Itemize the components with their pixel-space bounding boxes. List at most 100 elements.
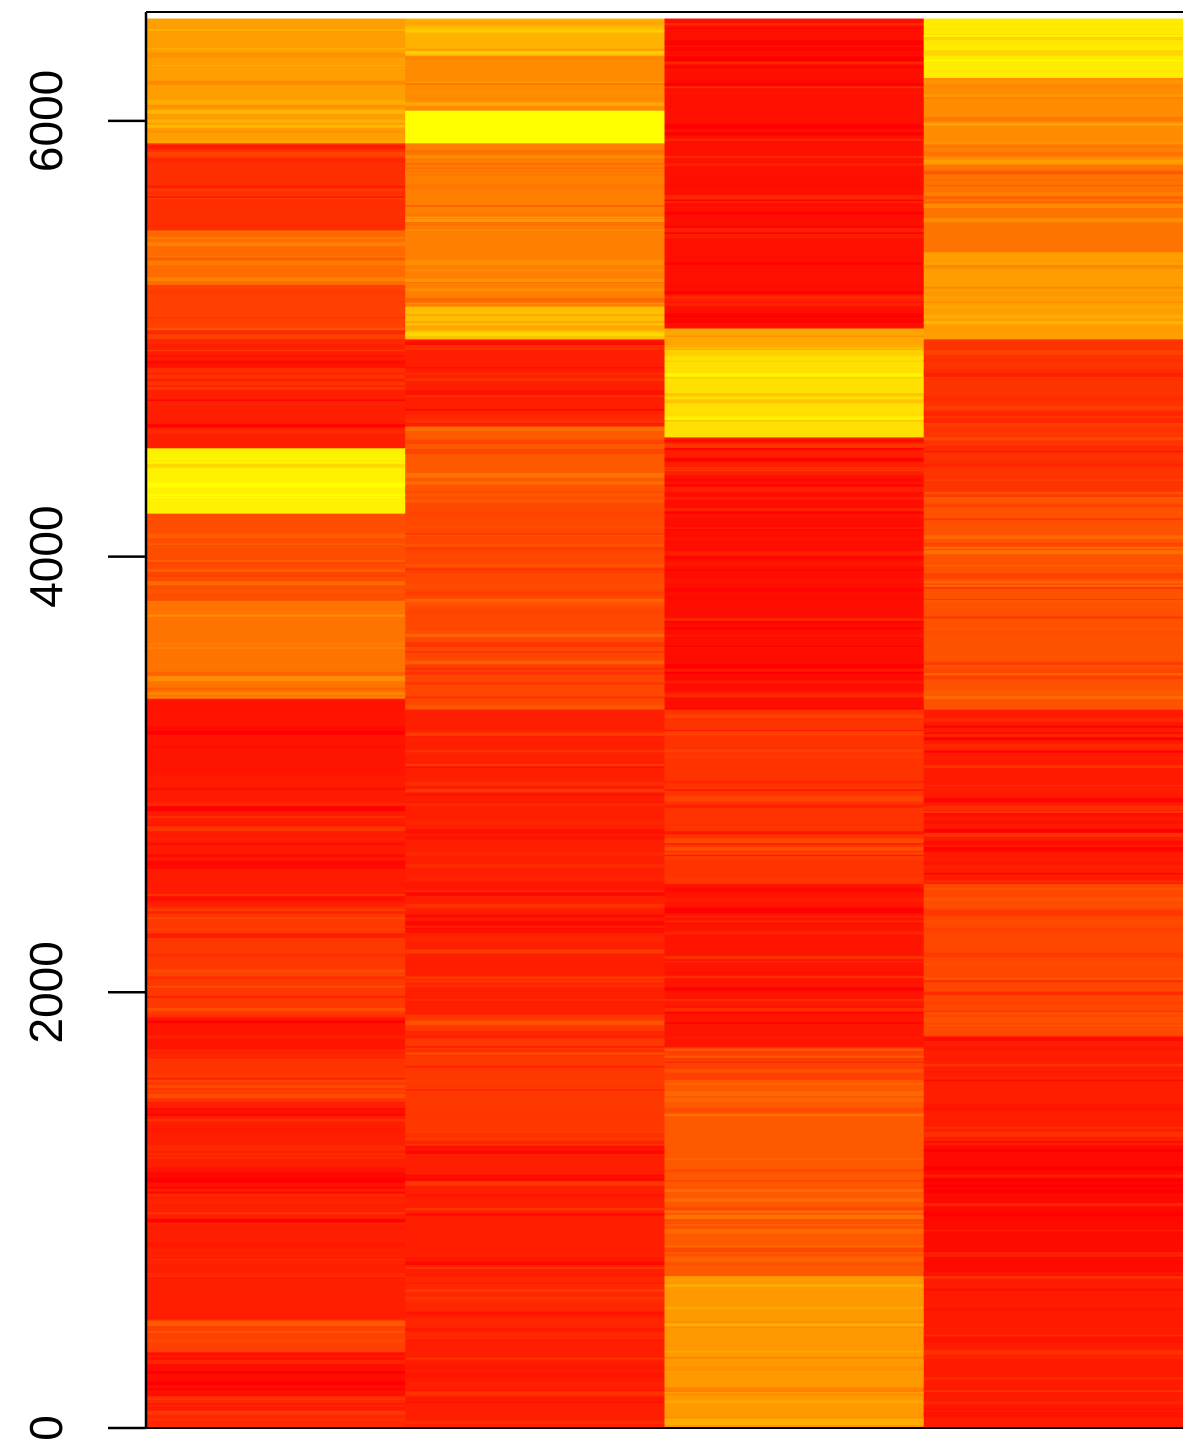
heatmap-streak — [405, 1397, 666, 1401]
heatmap-streak — [664, 1387, 925, 1393]
heatmap-streak — [146, 816, 406, 819]
heatmap-streak — [664, 123, 925, 129]
heatmap-streak — [146, 1153, 406, 1156]
heatmap-streak — [923, 55, 1183, 58]
heatmap-streak — [405, 1176, 666, 1180]
heatmap-streak — [664, 796, 925, 802]
heatmap-streak — [664, 588, 925, 592]
heatmap-streak — [405, 835, 666, 840]
heatmap-streak — [405, 1282, 666, 1284]
heatmap-streak — [405, 965, 666, 969]
heatmap-streak — [405, 803, 666, 806]
heatmap-streak — [664, 23, 925, 26]
heatmap-streak — [664, 754, 925, 759]
heatmap-streak — [923, 695, 1183, 700]
heatmap-streak — [146, 1089, 406, 1093]
heatmap-streak — [923, 743, 1183, 749]
heatmap-streak — [405, 927, 666, 931]
heatmap-streak — [664, 865, 925, 870]
heatmap-streak — [405, 602, 666, 607]
heatmap-streak — [405, 905, 666, 908]
heatmap-streak — [405, 630, 666, 636]
heatmap-streak — [405, 526, 666, 528]
heatmap-streak — [146, 1093, 406, 1099]
heatmap-streak — [405, 80, 666, 84]
heatmap-streak — [146, 190, 406, 192]
heatmap-streak — [405, 752, 666, 755]
heatmap-streak — [923, 305, 1183, 308]
heatmap-streak — [405, 546, 666, 551]
heatmap-streak — [664, 1107, 925, 1109]
heatmap-streak — [923, 887, 1183, 890]
heatmap-streak — [405, 221, 666, 226]
heatmap-streak — [405, 270, 666, 274]
heatmap-streak — [146, 340, 406, 345]
heatmap-streak — [664, 619, 925, 624]
heatmap-streak — [923, 675, 1183, 680]
heatmap-streak — [405, 1193, 666, 1196]
heatmap-streak — [146, 422, 406, 428]
heatmap-streak — [405, 156, 666, 159]
heatmap-cell-col1-band14 — [146, 447, 406, 514]
heatmap-streak — [923, 464, 1183, 466]
heatmap-streak — [146, 1035, 406, 1039]
heatmap-cell-col2-band5 — [405, 709, 666, 1015]
heatmap-streak — [664, 1158, 925, 1160]
heatmap-streak — [664, 935, 925, 940]
heatmap-streak — [146, 1079, 406, 1083]
heatmap-streak — [923, 1079, 1183, 1082]
heatmap-streak — [405, 486, 666, 491]
heatmap-streak — [923, 1183, 1183, 1188]
heatmap-streak — [146, 429, 406, 434]
heatmap-streak — [664, 1198, 925, 1202]
heatmap-streak — [405, 50, 666, 55]
heatmap-streak — [923, 497, 1183, 499]
heatmap-cell-col1-band4 — [146, 1188, 406, 1320]
heatmap-streak — [146, 1273, 406, 1278]
heatmap-streak — [923, 797, 1183, 803]
heatmap-streak — [146, 290, 406, 295]
heatmap-streak — [146, 1331, 406, 1333]
heatmap-streak — [146, 242, 406, 247]
heatmap-streak — [146, 64, 406, 67]
heatmap-streak — [923, 1148, 1183, 1152]
heatmap-streak — [664, 155, 925, 159]
heatmap-streak — [664, 1001, 925, 1005]
heatmap-streak — [146, 811, 406, 813]
heatmap-streak — [923, 721, 1183, 726]
heatmap-streak — [664, 27, 925, 29]
heatmap-streak — [405, 1405, 666, 1408]
heatmap-streak — [146, 1192, 406, 1197]
heatmap-streak — [664, 1366, 925, 1372]
heatmap-streak — [664, 1400, 925, 1404]
heatmap-streak — [405, 1120, 666, 1124]
heatmap-streak — [923, 349, 1183, 355]
heatmap-streak — [146, 838, 406, 840]
heatmap-streak — [923, 952, 1183, 958]
heatmap-streak — [664, 961, 925, 963]
heatmap-streak — [664, 56, 925, 62]
heatmap-streak — [664, 920, 925, 923]
heatmap-streak — [664, 200, 925, 202]
heatmap-streak — [405, 372, 666, 375]
heatmap-streak — [664, 325, 925, 328]
heatmap-streak — [146, 1145, 406, 1151]
heatmap-streak — [664, 1129, 925, 1131]
heatmap-streak — [923, 963, 1183, 966]
heatmap-streak — [923, 733, 1183, 739]
heatmap-streak — [664, 970, 925, 976]
heatmap-streak — [664, 285, 925, 289]
heatmap-streak — [146, 647, 406, 649]
heatmap-streak — [664, 595, 925, 597]
heatmap-streak — [664, 1418, 925, 1421]
heatmap-streak — [405, 1149, 666, 1155]
heatmap-streak — [664, 617, 925, 621]
heatmap-streak — [923, 417, 1183, 423]
heatmap-streak — [146, 158, 406, 163]
heatmap-streak — [405, 936, 666, 942]
heatmap-streak — [146, 1128, 406, 1133]
heatmap-streak — [664, 731, 925, 736]
heatmap-streak — [923, 272, 1183, 275]
heatmap-streak — [146, 690, 406, 693]
heatmap-streak — [664, 713, 925, 716]
